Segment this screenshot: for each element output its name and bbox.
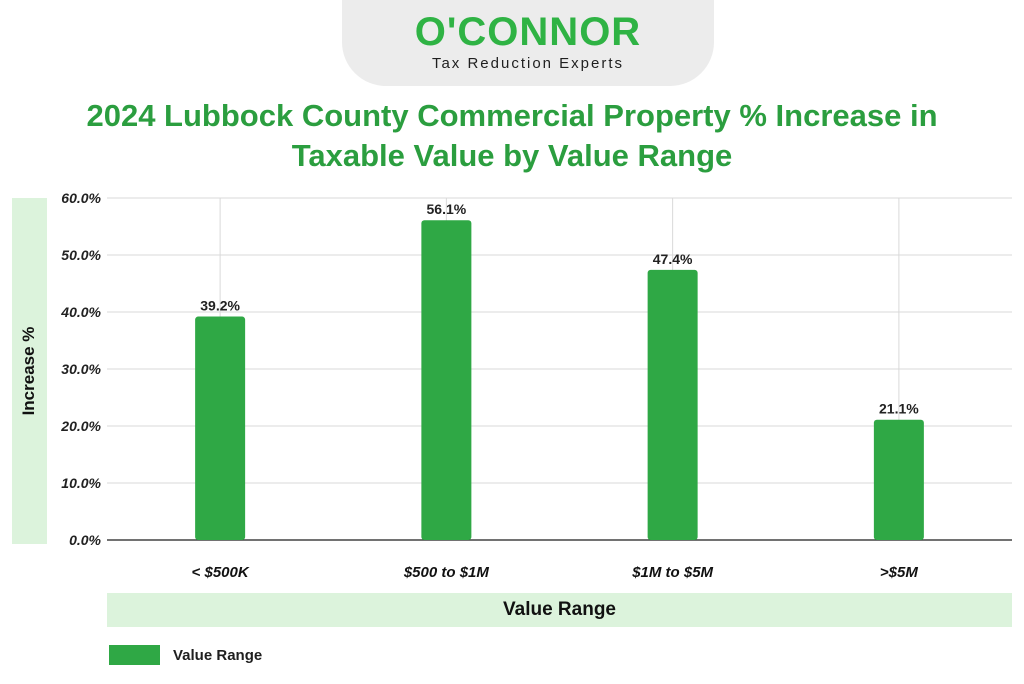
x-tick-label: $1M to $5M [631, 564, 713, 581]
bar [195, 316, 246, 540]
y-tick-label: 40.0% [60, 304, 101, 320]
chart-title: 2024 Lubbock County Commercial Property … [86, 98, 938, 173]
x-axis-label-band: Value Range [107, 593, 1012, 627]
y-tick-label: 20.0% [60, 418, 101, 434]
legend-swatch [109, 645, 160, 665]
y-axis-label-band [12, 198, 47, 544]
y-tick-label: 10.0% [61, 475, 101, 491]
bar [421, 220, 472, 541]
y-tick-label: 50.0% [61, 247, 101, 263]
bar [873, 419, 924, 540]
data-label: 47.4% [653, 251, 693, 267]
legend-label: Value Range [173, 646, 263, 664]
data-label: 39.2% [200, 298, 240, 314]
logo-tagline: Tax Reduction Experts [431, 55, 625, 72]
logo-wordmark: O'CONNOR [414, 10, 642, 54]
y-tick-label: 0.0% [69, 532, 101, 548]
logo-background [342, 0, 714, 86]
x-tick-label: < $500K [192, 564, 250, 581]
x-axis-label: Value Range [503, 599, 616, 620]
bar [647, 269, 698, 540]
data-label: 21.1% [879, 401, 919, 417]
data-label: 56.1% [427, 201, 467, 217]
legend: Value Range [109, 645, 262, 665]
y-tick-label: 60.0% [61, 190, 101, 206]
x-tick-label: $500 to $1M [403, 564, 490, 581]
y-tick-label: 30.0% [61, 361, 101, 377]
x-tick-label: >$5M [880, 564, 918, 581]
